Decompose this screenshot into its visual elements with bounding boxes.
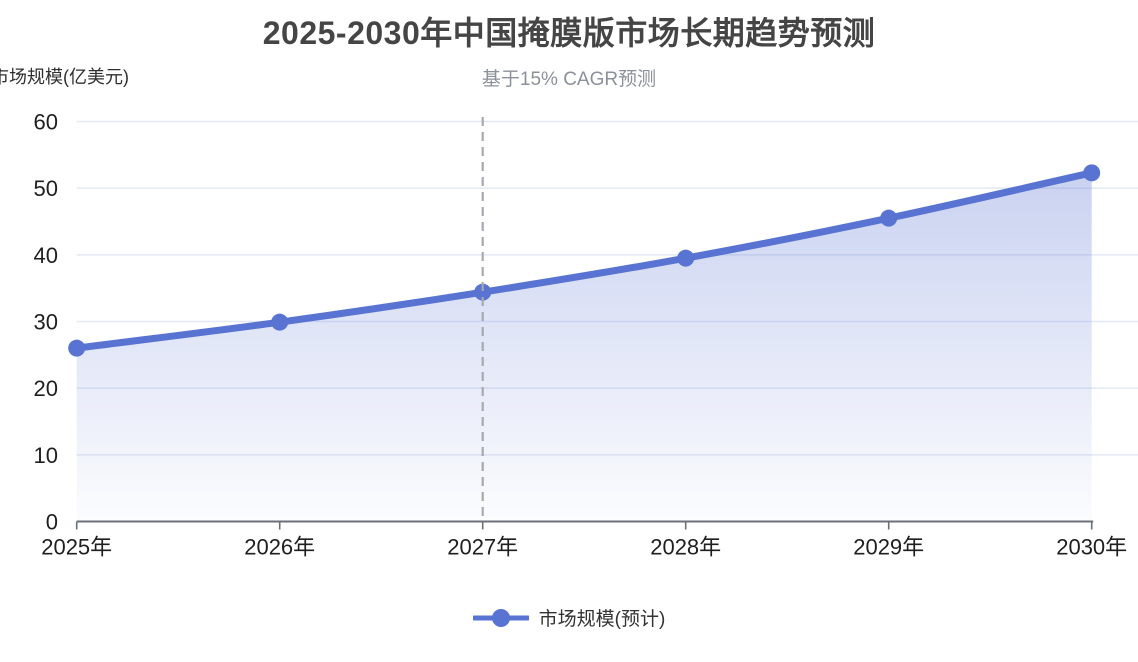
y-axis-name: 市场规模(亿美元) xyxy=(0,67,129,87)
y-tick-label: 40 xyxy=(34,243,58,268)
x-tick-label: 2029年 xyxy=(853,535,924,560)
chart-title: 2025-2030年中国掩膜版市场长期趋势预测 xyxy=(262,15,876,51)
series-area-fill xyxy=(76,172,1092,522)
y-tick-label: 0 xyxy=(46,510,58,535)
series-line xyxy=(73,169,1096,352)
legend-label: 市场规模(预计) xyxy=(538,609,666,630)
data-point-2028年 xyxy=(677,249,695,267)
x-tick-label: 2026年 xyxy=(244,535,315,560)
y-tick-label: 20 xyxy=(34,376,58,401)
data-point-2027年 xyxy=(474,283,492,301)
y-tick-label: 30 xyxy=(34,310,58,335)
chart-subtitle: 基于15% CAGR预测 xyxy=(481,69,657,90)
x-tick-label: 2027年 xyxy=(447,535,518,560)
x-tick-label: 2028年 xyxy=(650,535,721,560)
legend-item-market-size[interactable]: 市场规模(预计) xyxy=(0,604,1138,631)
legend-line-marker-icon xyxy=(472,608,529,627)
data-point-2025年 xyxy=(68,339,86,357)
x-tick-label: 2030年 xyxy=(1056,535,1127,560)
y-tick-label: 60 xyxy=(34,110,58,135)
data-point-2026年 xyxy=(271,313,289,331)
y-tick-label: 50 xyxy=(34,176,58,201)
data-point-2030年 xyxy=(1083,164,1101,182)
data-point-2029年 xyxy=(880,209,898,227)
y-tick-label: 10 xyxy=(34,443,58,468)
x-tick-label: 2025年 xyxy=(41,535,112,560)
